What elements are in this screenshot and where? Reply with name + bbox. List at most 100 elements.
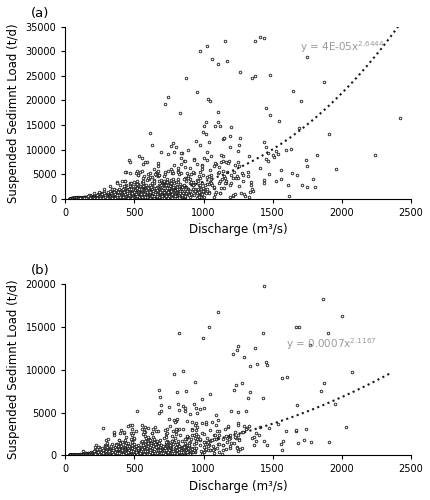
Point — [105, 451, 112, 459]
Point — [120, 450, 127, 458]
Point — [200, 185, 207, 193]
Point — [72, 194, 79, 202]
Point — [74, 194, 81, 202]
Point — [81, 451, 88, 459]
Point — [81, 194, 88, 202]
Point — [96, 190, 103, 198]
Point — [72, 452, 79, 460]
Point — [75, 194, 82, 202]
Point — [129, 432, 136, 440]
Point — [166, 192, 173, 200]
Point — [163, 450, 170, 458]
Point — [68, 452, 75, 460]
Point — [119, 194, 126, 202]
Point — [123, 446, 129, 454]
Point — [168, 441, 175, 449]
Point — [75, 194, 82, 202]
Point — [74, 194, 81, 202]
Point — [177, 188, 184, 196]
Point — [80, 452, 87, 460]
Point — [77, 452, 83, 460]
Point — [114, 194, 121, 202]
Point — [120, 192, 126, 200]
Point — [77, 452, 83, 460]
Point — [162, 449, 169, 457]
Point — [180, 443, 187, 451]
Point — [83, 452, 90, 460]
Point — [75, 194, 82, 202]
Point — [97, 192, 104, 200]
Point — [123, 449, 129, 457]
Point — [142, 449, 149, 457]
Point — [116, 194, 123, 202]
Point — [68, 194, 75, 202]
Point — [172, 184, 179, 192]
Point — [78, 194, 85, 202]
Point — [75, 451, 82, 459]
Point — [74, 194, 80, 202]
Point — [320, 78, 327, 86]
Point — [146, 450, 153, 458]
Point — [87, 452, 94, 460]
Point — [76, 194, 83, 202]
Point — [144, 176, 150, 184]
Point — [91, 450, 98, 458]
Point — [85, 452, 92, 460]
Point — [111, 192, 118, 200]
Point — [88, 451, 95, 459]
Point — [160, 448, 166, 456]
Point — [135, 188, 142, 196]
Point — [120, 194, 126, 202]
Point — [121, 428, 128, 436]
Point — [190, 400, 197, 408]
Point — [78, 194, 85, 202]
Point — [71, 194, 78, 202]
Point — [73, 452, 80, 460]
Point — [170, 168, 177, 176]
Point — [77, 452, 83, 460]
Point — [86, 194, 93, 202]
Point — [67, 194, 74, 202]
Point — [107, 451, 114, 459]
Point — [174, 446, 181, 454]
Point — [189, 430, 196, 438]
Point — [112, 194, 119, 202]
Point — [90, 194, 97, 202]
Point — [133, 450, 140, 458]
Point — [68, 452, 74, 460]
Point — [68, 452, 75, 460]
Point — [131, 193, 138, 201]
Point — [73, 194, 80, 202]
Point — [129, 194, 136, 202]
Point — [87, 194, 94, 202]
Point — [73, 451, 80, 459]
Point — [303, 156, 310, 164]
Point — [74, 194, 81, 202]
Point — [129, 192, 135, 200]
Point — [110, 194, 117, 202]
Point — [89, 194, 96, 202]
Point — [68, 194, 75, 202]
Point — [79, 452, 86, 460]
Point — [72, 452, 79, 460]
Point — [93, 451, 100, 459]
Point — [80, 194, 86, 202]
Point — [81, 452, 88, 460]
Point — [90, 194, 97, 202]
Point — [80, 452, 87, 460]
Point — [194, 178, 201, 186]
Point — [91, 452, 98, 460]
Point — [77, 452, 84, 460]
Point — [114, 450, 121, 458]
Point — [84, 194, 91, 202]
Point — [68, 194, 75, 202]
Point — [132, 448, 139, 456]
Point — [75, 194, 82, 202]
Point — [113, 450, 120, 458]
Point — [130, 194, 137, 202]
Point — [112, 451, 119, 459]
Point — [147, 190, 154, 198]
Point — [155, 184, 162, 192]
Point — [124, 449, 131, 457]
Point — [95, 194, 102, 202]
